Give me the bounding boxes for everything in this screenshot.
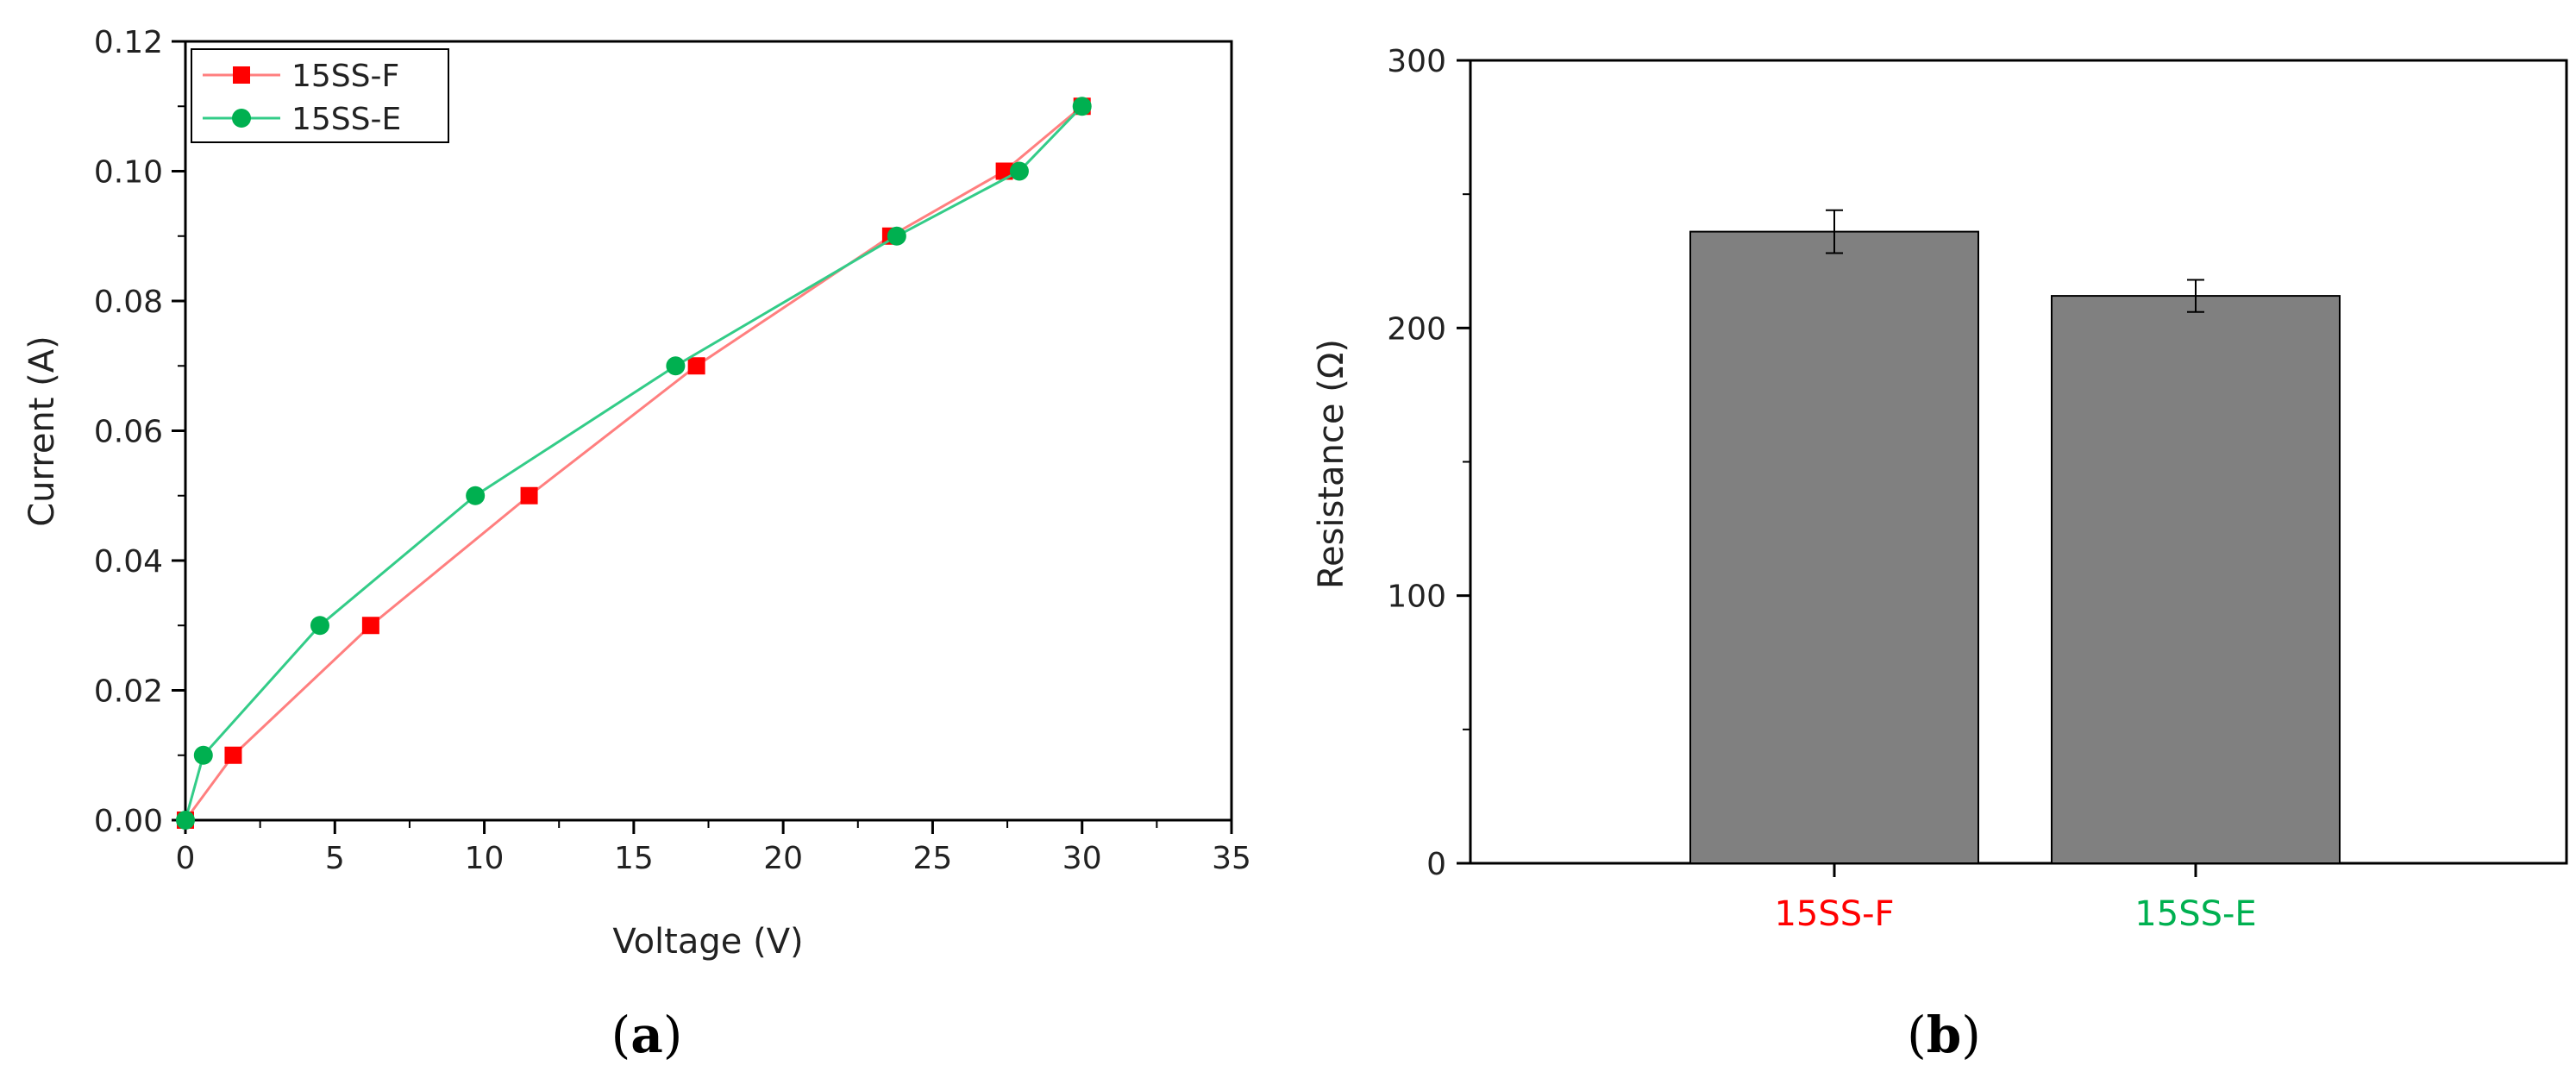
x-tick-label-a: 35 xyxy=(1212,841,1251,876)
x-tick-label-a: 10 xyxy=(465,841,505,876)
iv-line-chart: 0 5 10 15 20 25 30 35 0.000.020.040.060.080.100… xyxy=(22,25,1251,962)
data-point-15ss-e xyxy=(887,226,906,246)
panel-label-a: (a) xyxy=(611,1006,683,1064)
y-tick-label-a: 0.10 xyxy=(94,155,163,191)
x-tick-label-a: 15 xyxy=(614,841,654,876)
y-tick-label-a: 0.00 xyxy=(94,804,163,839)
legend-marker-15ss-e xyxy=(232,109,251,128)
bar-15ss-f xyxy=(1689,230,1979,864)
data-point-15ss-e xyxy=(466,486,486,505)
series-line-15ss-f xyxy=(184,105,1083,821)
data-point-15ss-f xyxy=(224,746,242,764)
x-axis-label-a: Voltage (V) xyxy=(612,922,803,962)
resistance-bar-chart: 0 100 200 300 15SS-F 15SS-E Resistance (Ω) xyxy=(1312,44,2568,934)
y-axis-label-a: Current (A) xyxy=(22,335,62,527)
plot-frame-a xyxy=(184,40,1233,822)
y-tick-label-b: 200 xyxy=(1387,311,1446,347)
y-axis-label-b: Resistance (Ω) xyxy=(1312,339,1351,589)
category-label-15ss-e: 15SS-E xyxy=(2134,894,2256,934)
data-point-15ss-e xyxy=(1072,97,1092,116)
y-tick-label-a: 0.02 xyxy=(94,674,163,710)
legend-label-15ss-f: 15SS-F xyxy=(291,59,399,94)
data-point-15ss-f xyxy=(520,486,538,505)
x-axis-b: 15SS-F 15SS-E xyxy=(1774,863,2257,934)
x-tick-label-a: 25 xyxy=(913,841,953,876)
y-tick-label-b: 300 xyxy=(1387,44,1446,79)
legend-marker-15ss-f xyxy=(233,66,250,84)
plot-frame-b xyxy=(1469,59,2568,865)
legend-box-a xyxy=(191,48,449,143)
x-tick-label-a: 5 xyxy=(325,841,345,876)
y-axis-a: 0.00 0.02 0.04 0.06 0.08 0.10 0.12 xyxy=(94,25,185,839)
bar-15ss-e xyxy=(2051,295,2341,864)
y-axis-b: 0 100 200 300 xyxy=(1387,44,1470,882)
x-tick-label-a: 30 xyxy=(1062,841,1102,876)
x-axis-a: 0 5 10 15 20 25 30 35 xyxy=(176,820,1251,876)
x-tick-label-a: 0 xyxy=(176,841,196,876)
data-point-15ss-e xyxy=(1009,161,1029,181)
panel-label-b: (b) xyxy=(1907,1006,1981,1064)
y-tick-label-a: 0.06 xyxy=(94,415,163,450)
data-point-15ss-e xyxy=(176,811,195,830)
data-point-15ss-e xyxy=(310,616,329,636)
series-line-15ss-e xyxy=(184,105,1083,821)
data-point-15ss-e xyxy=(666,356,686,376)
data-point-15ss-f xyxy=(687,357,705,375)
legend-label-15ss-e: 15SS-E xyxy=(291,102,401,137)
y-tick-label-b: 100 xyxy=(1387,580,1446,615)
legend-a: 15SS-F 15SS-E xyxy=(191,48,449,143)
y-tick-label-b: 0 xyxy=(1426,847,1446,882)
series-group-a xyxy=(176,97,1092,830)
y-tick-label-a: 0.04 xyxy=(94,544,163,580)
x-tick-label-a: 20 xyxy=(763,841,803,876)
category-label-15ss-f: 15SS-F xyxy=(1774,894,1894,934)
y-tick-label-a: 0.12 xyxy=(94,25,163,60)
data-point-15ss-e xyxy=(193,745,213,765)
data-point-15ss-f xyxy=(361,617,379,635)
y-tick-label-a: 0.08 xyxy=(94,285,163,320)
bars-group-b xyxy=(1689,209,2341,864)
